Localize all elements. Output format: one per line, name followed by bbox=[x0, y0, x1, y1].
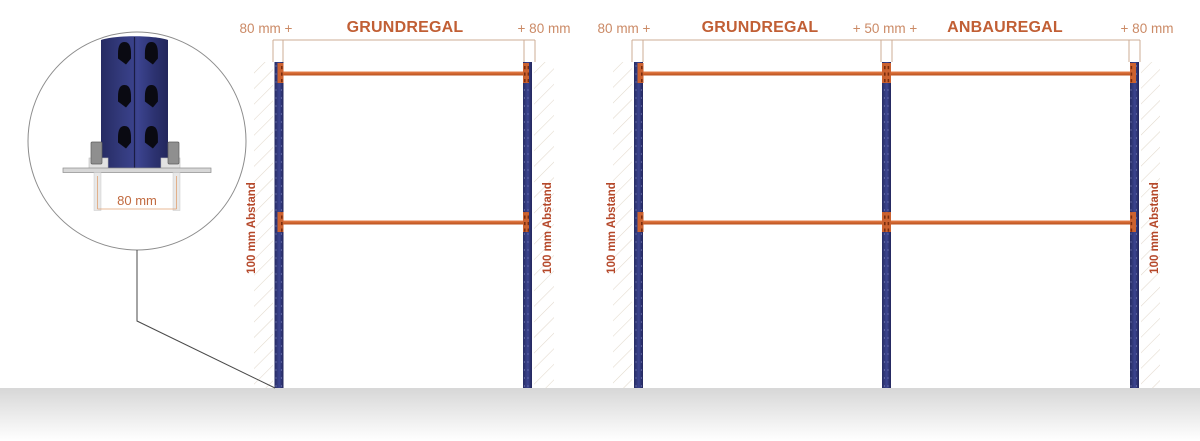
svg-text:+ 50 mm +: + 50 mm + bbox=[853, 21, 918, 36]
svg-text:GRUNDREGAL: GRUNDREGAL bbox=[702, 19, 819, 36]
svg-text:80 mm +: 80 mm + bbox=[598, 21, 651, 36]
svg-text:+ 80 mm: + 80 mm bbox=[518, 21, 571, 36]
svg-text:100 mm Abstand: 100 mm Abstand bbox=[246, 182, 258, 274]
svg-text:100 mm Abstand: 100 mm Abstand bbox=[606, 182, 618, 274]
svg-text:+ 80 mm: + 80 mm bbox=[1121, 21, 1174, 36]
svg-text:GRUNDREGAL: GRUNDREGAL bbox=[347, 19, 464, 36]
svg-text:80 mm +: 80 mm + bbox=[240, 21, 293, 36]
svg-text:100 mm Abstand: 100 mm Abstand bbox=[1149, 182, 1161, 274]
svg-text:100 mm Abstand: 100 mm Abstand bbox=[542, 182, 554, 274]
svg-text:ANBAUREGAL: ANBAUREGAL bbox=[947, 19, 1063, 36]
svg-text:80 mm: 80 mm bbox=[117, 193, 157, 208]
